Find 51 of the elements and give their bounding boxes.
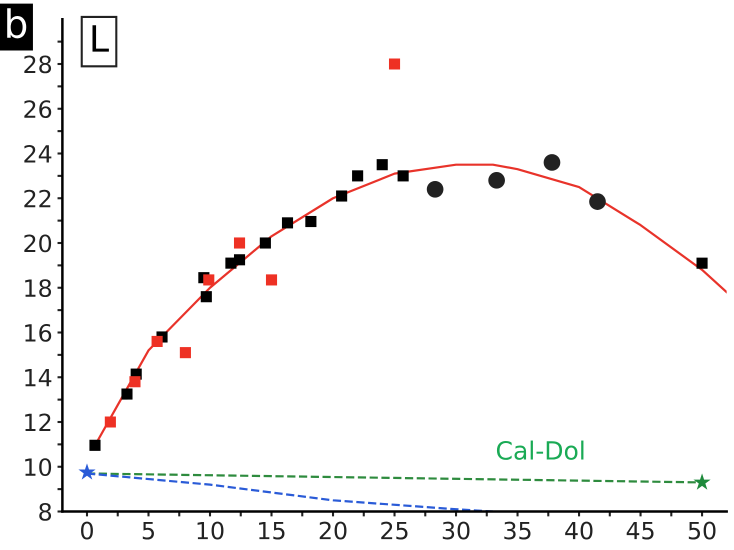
x-tick-label: 10 [198,522,224,540]
point [234,237,246,249]
annotation: Cal-Dol [496,440,584,460]
point [589,193,606,210]
point [266,274,278,286]
y-tick-label: 14 [25,369,52,386]
y-tick-label: 10 [25,458,52,476]
y-tick-label: 26 [24,100,52,118]
y-tick-label: 20 [24,234,52,252]
point [234,254,246,266]
point [282,217,294,228]
point [376,159,388,170]
point [89,440,101,451]
point [121,388,133,400]
point [426,180,444,198]
x-tick-label: 0 [81,522,93,540]
x-tick-label: 40 [565,522,592,540]
y-tick-label: 8 [39,502,52,521]
point [180,347,191,358]
point [260,237,271,249]
y-tick-label: 22 [24,190,50,208]
x-tick-label: 50 [688,522,716,540]
x-tick-label: 45 [626,522,654,540]
y-tick-label: 24 [24,144,52,162]
x-tick-label: 30 [442,522,470,540]
x-tick-label: 20 [320,522,346,540]
point [104,416,116,428]
point [129,376,141,388]
point [203,274,214,286]
y-tick-label: 12 [25,413,50,431]
point [696,258,708,269]
point [352,170,364,182]
point [152,336,163,348]
y-tick-label: 16 [25,324,52,342]
point [544,154,560,171]
x-tick-label: 15 [259,522,284,540]
x-tick-label: 5 [142,522,154,540]
y-tick-label: 28 [24,55,52,74]
text: b [7,8,26,38]
point [488,172,505,189]
point [305,216,316,228]
y-tick-label: 18 [25,279,52,298]
point [398,170,409,182]
x-tick-label: 35 [504,522,530,540]
point [388,58,400,70]
annotation: L [92,25,109,52]
point [336,190,348,202]
point [693,473,711,490]
x-tick-label: 25 [381,522,408,540]
point [78,463,96,480]
point [200,291,212,302]
